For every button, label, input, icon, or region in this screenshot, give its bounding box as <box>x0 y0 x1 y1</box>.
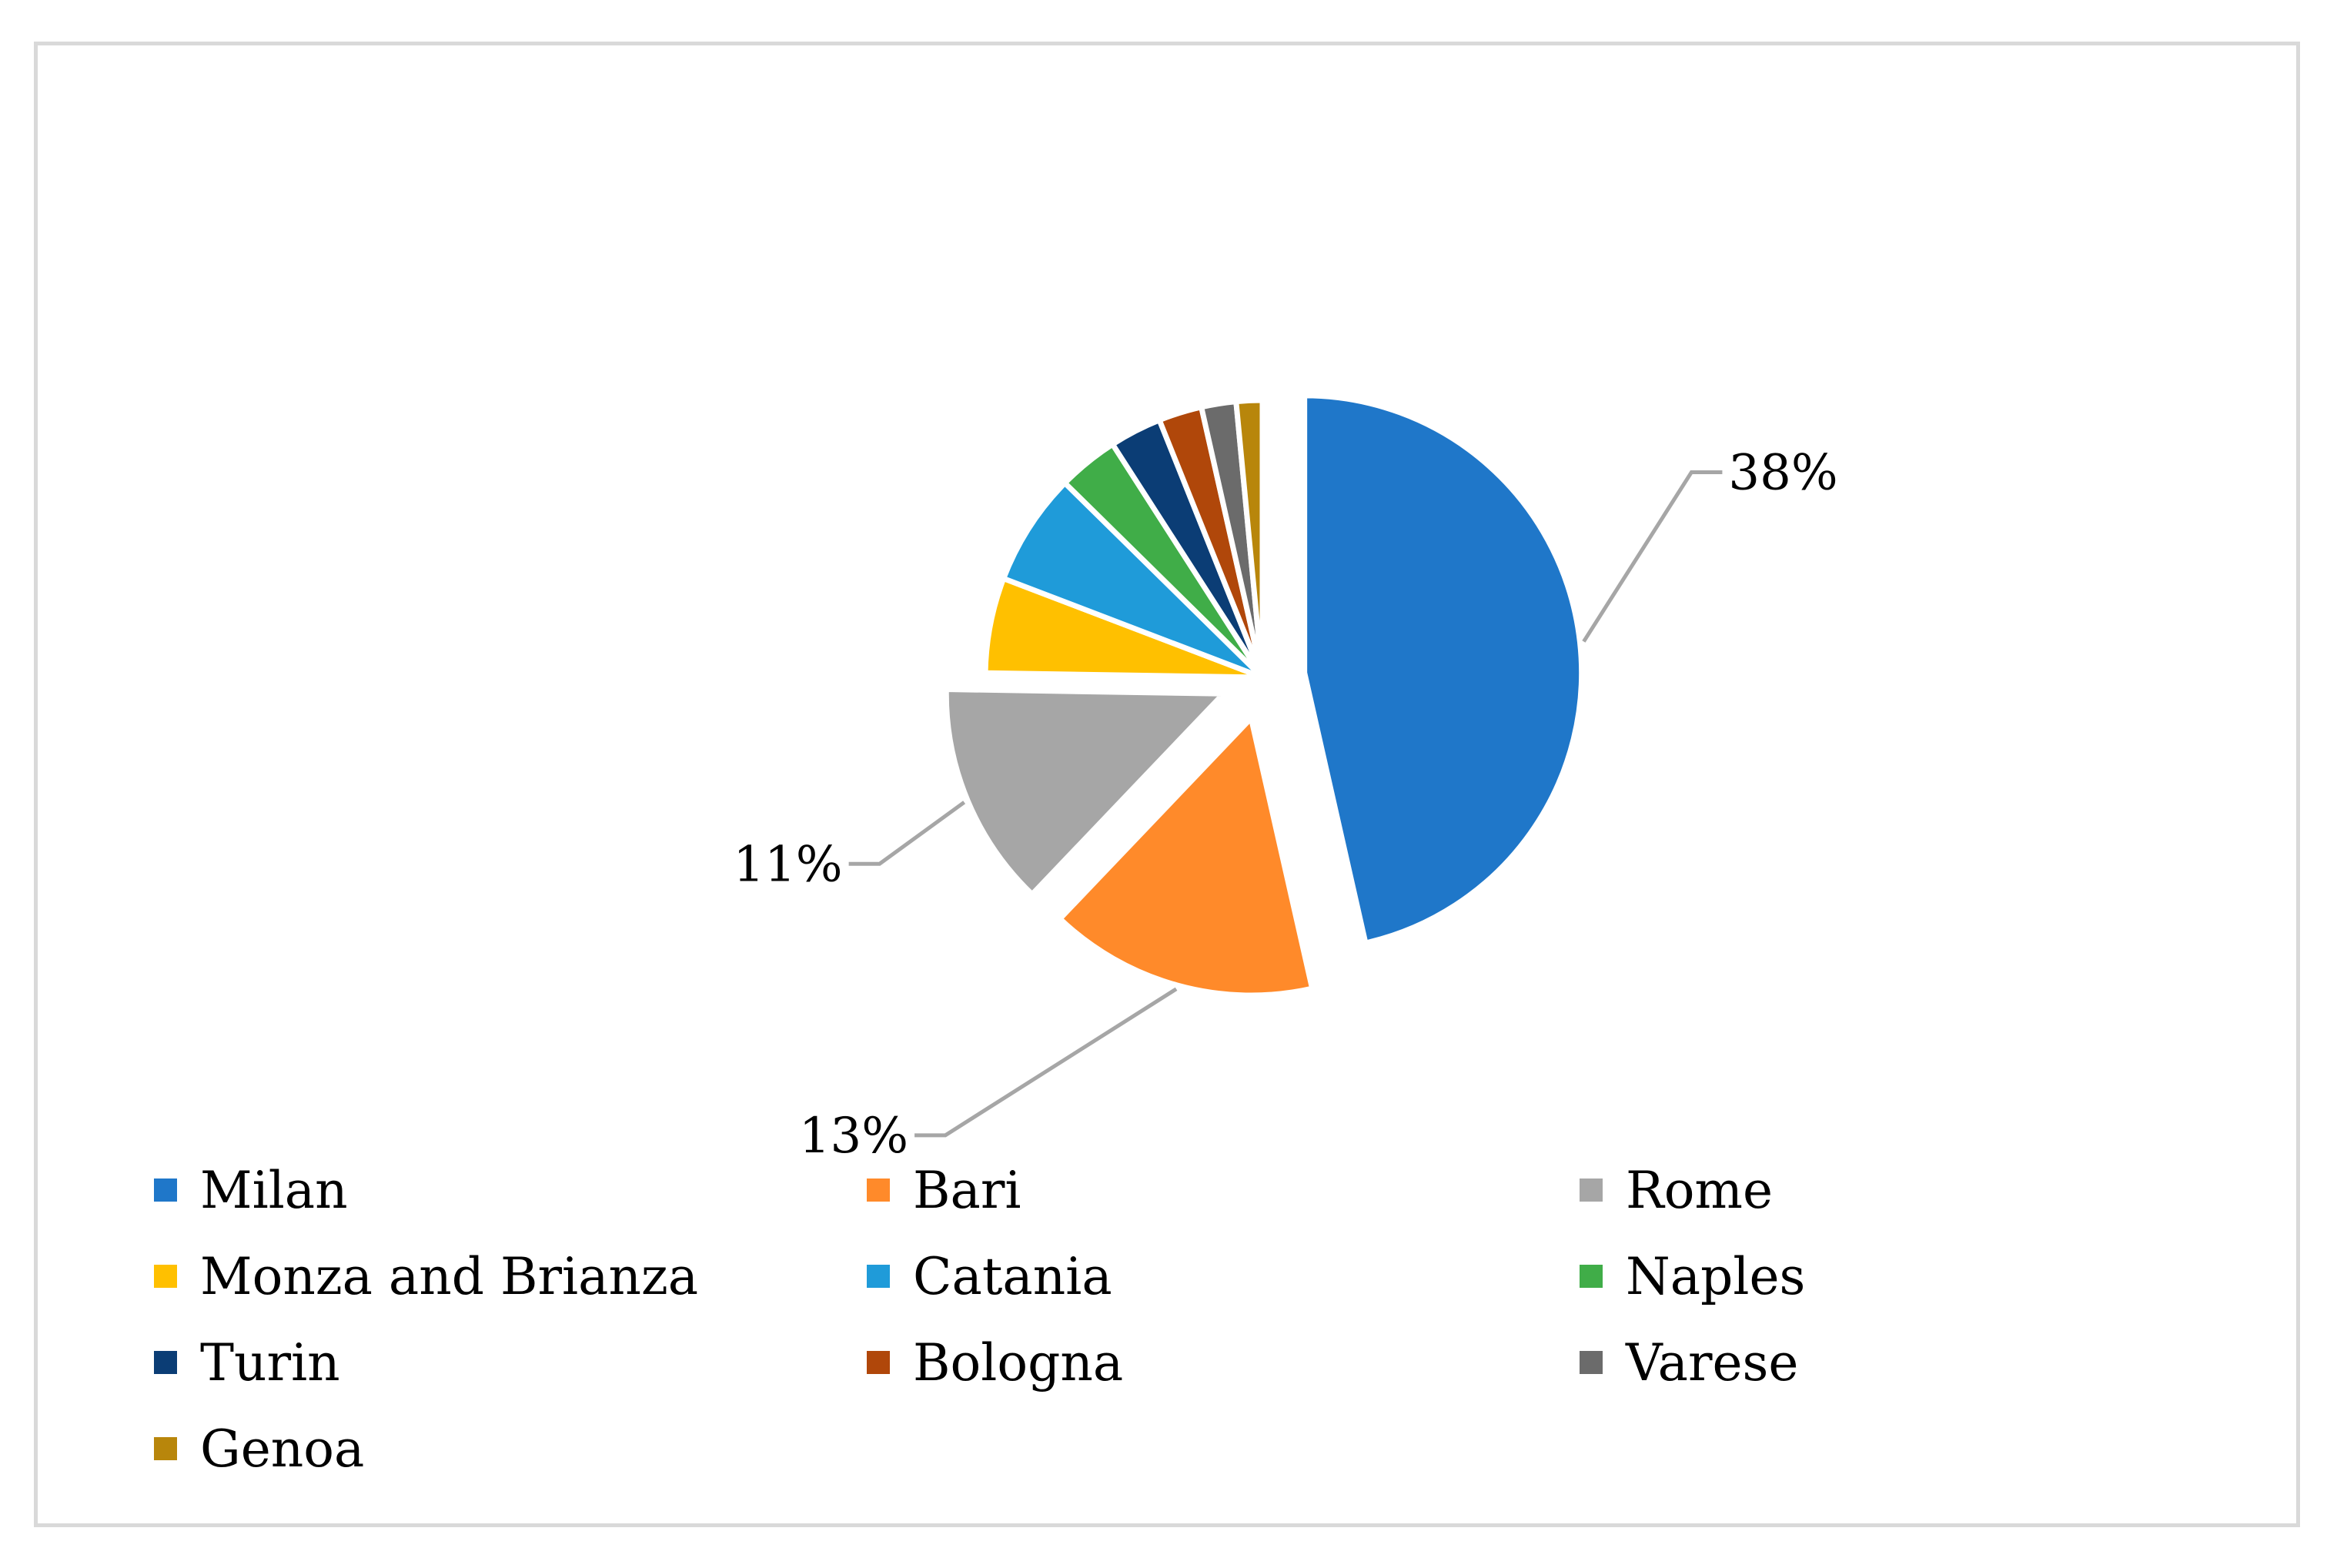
data-labels: 38% 13% 11% <box>733 444 1837 1164</box>
legend-label-monza-and-brianza: Monza and Brianza <box>200 1246 699 1306</box>
legend-label-milan: Milan <box>200 1160 348 1220</box>
leader-line-bari <box>914 987 1178 1138</box>
legend-swatch-varese <box>1580 1351 1603 1374</box>
pie-slice-milan <box>1302 393 1585 946</box>
pie-slice-catania <box>1001 480 1265 680</box>
legend-item-bari: Bari <box>867 1147 1580 1233</box>
legend: Milan Bari Rome Monza and Brianza Catani… <box>154 1147 2278 1492</box>
legend-item-genoa: Genoa <box>154 1406 867 1492</box>
legend-item-naples: Naples <box>1580 1233 2278 1319</box>
legend-label-genoa: Genoa <box>200 1419 365 1479</box>
legend-item-monza-and-brianza: Monza and Brianza <box>154 1233 867 1319</box>
pie-slices <box>943 393 1585 998</box>
legend-item-rome: Rome <box>1580 1147 2278 1233</box>
legend-label-turin: Turin <box>200 1332 340 1392</box>
leader-lines <box>848 470 1723 1138</box>
legend-swatch-milan <box>154 1179 177 1202</box>
legend-label-rome: Rome <box>1626 1160 1774 1220</box>
legend-label-varese: Varese <box>1626 1332 1799 1392</box>
legend-swatch-monza-and-brianza <box>154 1265 177 1288</box>
chart-frame <box>34 42 2300 1527</box>
pie-slice-genoa <box>1233 397 1265 680</box>
pie-slice-bari <box>1057 715 1316 998</box>
data-label-bari: 13% <box>799 1108 908 1165</box>
legend-swatch-genoa <box>154 1437 177 1460</box>
data-label-milan: 38% <box>1728 444 1837 501</box>
leader-line-rome <box>848 801 966 866</box>
leader-line-milan <box>1582 470 1723 643</box>
legend-swatch-bologna <box>867 1351 890 1374</box>
legend-item-turin: Turin <box>154 1319 867 1406</box>
data-label-rome: 11% <box>733 836 842 893</box>
legend-swatch-bari <box>867 1179 890 1202</box>
legend-swatch-naples <box>1580 1265 1603 1288</box>
legend-label-bari: Bari <box>913 1160 1021 1220</box>
legend-item-bologna: Bologna <box>867 1319 1580 1406</box>
legend-swatch-catania <box>867 1265 890 1288</box>
legend-label-naples: Naples <box>1626 1246 1806 1306</box>
legend-swatch-turin <box>154 1351 177 1374</box>
legend-item-varese: Varese <box>1580 1319 2278 1406</box>
pie-slice-rome <box>943 687 1226 898</box>
legend-swatch-rome <box>1580 1179 1603 1202</box>
legend-label-bologna: Bologna <box>913 1332 1124 1392</box>
legend-item-catania: Catania <box>867 1233 1580 1319</box>
legend-label-catania: Catania <box>913 1246 1112 1306</box>
legend-item-milan: Milan <box>154 1147 867 1233</box>
